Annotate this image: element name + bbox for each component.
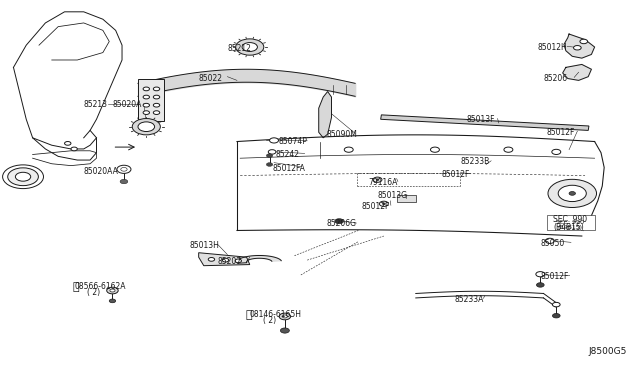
Text: 85213: 85213: [84, 100, 108, 109]
Text: SEC. 990: SEC. 990: [556, 220, 584, 225]
Text: Ⓑ: Ⓑ: [73, 282, 79, 292]
Circle shape: [143, 87, 150, 91]
Circle shape: [558, 185, 586, 202]
Text: 85012F: 85012F: [547, 128, 575, 137]
Circle shape: [154, 103, 160, 107]
Circle shape: [376, 179, 379, 180]
Circle shape: [268, 150, 276, 154]
Circle shape: [279, 313, 291, 320]
Text: 85090M: 85090M: [326, 129, 357, 139]
Circle shape: [71, 147, 77, 151]
Circle shape: [15, 172, 31, 181]
Polygon shape: [564, 34, 595, 58]
Polygon shape: [381, 115, 589, 131]
Circle shape: [154, 111, 160, 115]
Circle shape: [552, 149, 561, 154]
Bar: [397, 195, 416, 202]
Text: 85206: 85206: [543, 74, 568, 83]
Circle shape: [109, 299, 116, 303]
Circle shape: [242, 42, 257, 51]
Text: (B4B15): (B4B15): [553, 223, 584, 232]
Circle shape: [504, 147, 513, 152]
Circle shape: [222, 258, 228, 262]
Text: 85207: 85207: [218, 257, 242, 266]
Circle shape: [380, 201, 388, 206]
Circle shape: [143, 111, 150, 115]
Circle shape: [573, 45, 581, 50]
Circle shape: [121, 167, 127, 171]
Circle shape: [266, 163, 273, 166]
Circle shape: [580, 39, 588, 44]
Text: 85206G: 85206G: [326, 219, 356, 228]
Circle shape: [154, 87, 160, 91]
Polygon shape: [237, 256, 281, 263]
Text: 85050: 85050: [540, 239, 564, 248]
Circle shape: [536, 283, 544, 287]
Text: 85233B: 85233B: [461, 157, 490, 166]
Text: 85074P: 85074P: [278, 137, 307, 146]
Circle shape: [383, 203, 385, 205]
Text: 85242: 85242: [275, 150, 300, 159]
Circle shape: [235, 259, 241, 263]
Circle shape: [569, 192, 575, 195]
Text: 85012F: 85012F: [540, 272, 569, 281]
Circle shape: [154, 95, 160, 99]
Circle shape: [120, 179, 128, 184]
Text: ( 2): ( 2): [262, 317, 276, 326]
Text: 85012H: 85012H: [537, 42, 567, 51]
Circle shape: [552, 302, 560, 307]
Circle shape: [282, 315, 287, 318]
Text: 85012F: 85012F: [442, 170, 470, 179]
Text: SEC. 990: SEC. 990: [553, 215, 588, 224]
Text: 85013H: 85013H: [189, 241, 219, 250]
Circle shape: [143, 95, 150, 99]
Circle shape: [143, 103, 150, 107]
Circle shape: [545, 238, 554, 243]
Text: 85013F: 85013F: [467, 115, 495, 124]
Text: 85212: 85212: [227, 44, 252, 53]
Circle shape: [335, 219, 344, 224]
Circle shape: [373, 177, 382, 182]
Text: 08566-6162A: 08566-6162A: [74, 282, 125, 291]
Circle shape: [8, 168, 38, 186]
Circle shape: [107, 287, 118, 294]
Text: 85020A: 85020A: [113, 100, 142, 109]
Circle shape: [110, 289, 115, 292]
Text: J8500G5: J8500G5: [588, 347, 627, 356]
Circle shape: [117, 165, 131, 173]
Text: 85012FA: 85012FA: [272, 164, 305, 173]
Circle shape: [344, 147, 353, 152]
Circle shape: [65, 141, 71, 145]
Circle shape: [552, 314, 560, 318]
Polygon shape: [319, 92, 332, 138]
Text: 85020AA: 85020AA: [84, 167, 118, 176]
Text: 85022: 85022: [198, 74, 223, 83]
Circle shape: [236, 39, 264, 55]
Circle shape: [208, 257, 214, 261]
Circle shape: [548, 179, 596, 208]
Text: 79116A: 79116A: [368, 178, 397, 187]
Circle shape: [431, 147, 440, 152]
Text: 85233A: 85233A: [454, 295, 483, 304]
Text: 85013G: 85013G: [378, 191, 408, 200]
Text: (B4B15): (B4B15): [558, 225, 583, 230]
Circle shape: [132, 119, 161, 135]
Polygon shape: [563, 64, 591, 80]
Text: ( 2): ( 2): [87, 288, 100, 297]
Polygon shape: [198, 253, 250, 266]
Text: 85012F: 85012F: [362, 202, 390, 211]
Circle shape: [280, 328, 289, 333]
Circle shape: [536, 272, 545, 277]
Circle shape: [138, 122, 155, 132]
Polygon shape: [138, 78, 164, 121]
Bar: [547, 215, 595, 230]
Circle shape: [269, 138, 278, 143]
Circle shape: [3, 165, 44, 189]
Text: 08146-6165H: 08146-6165H: [250, 311, 301, 320]
Circle shape: [266, 154, 273, 157]
Text: Ⓑ: Ⓑ: [245, 310, 252, 320]
